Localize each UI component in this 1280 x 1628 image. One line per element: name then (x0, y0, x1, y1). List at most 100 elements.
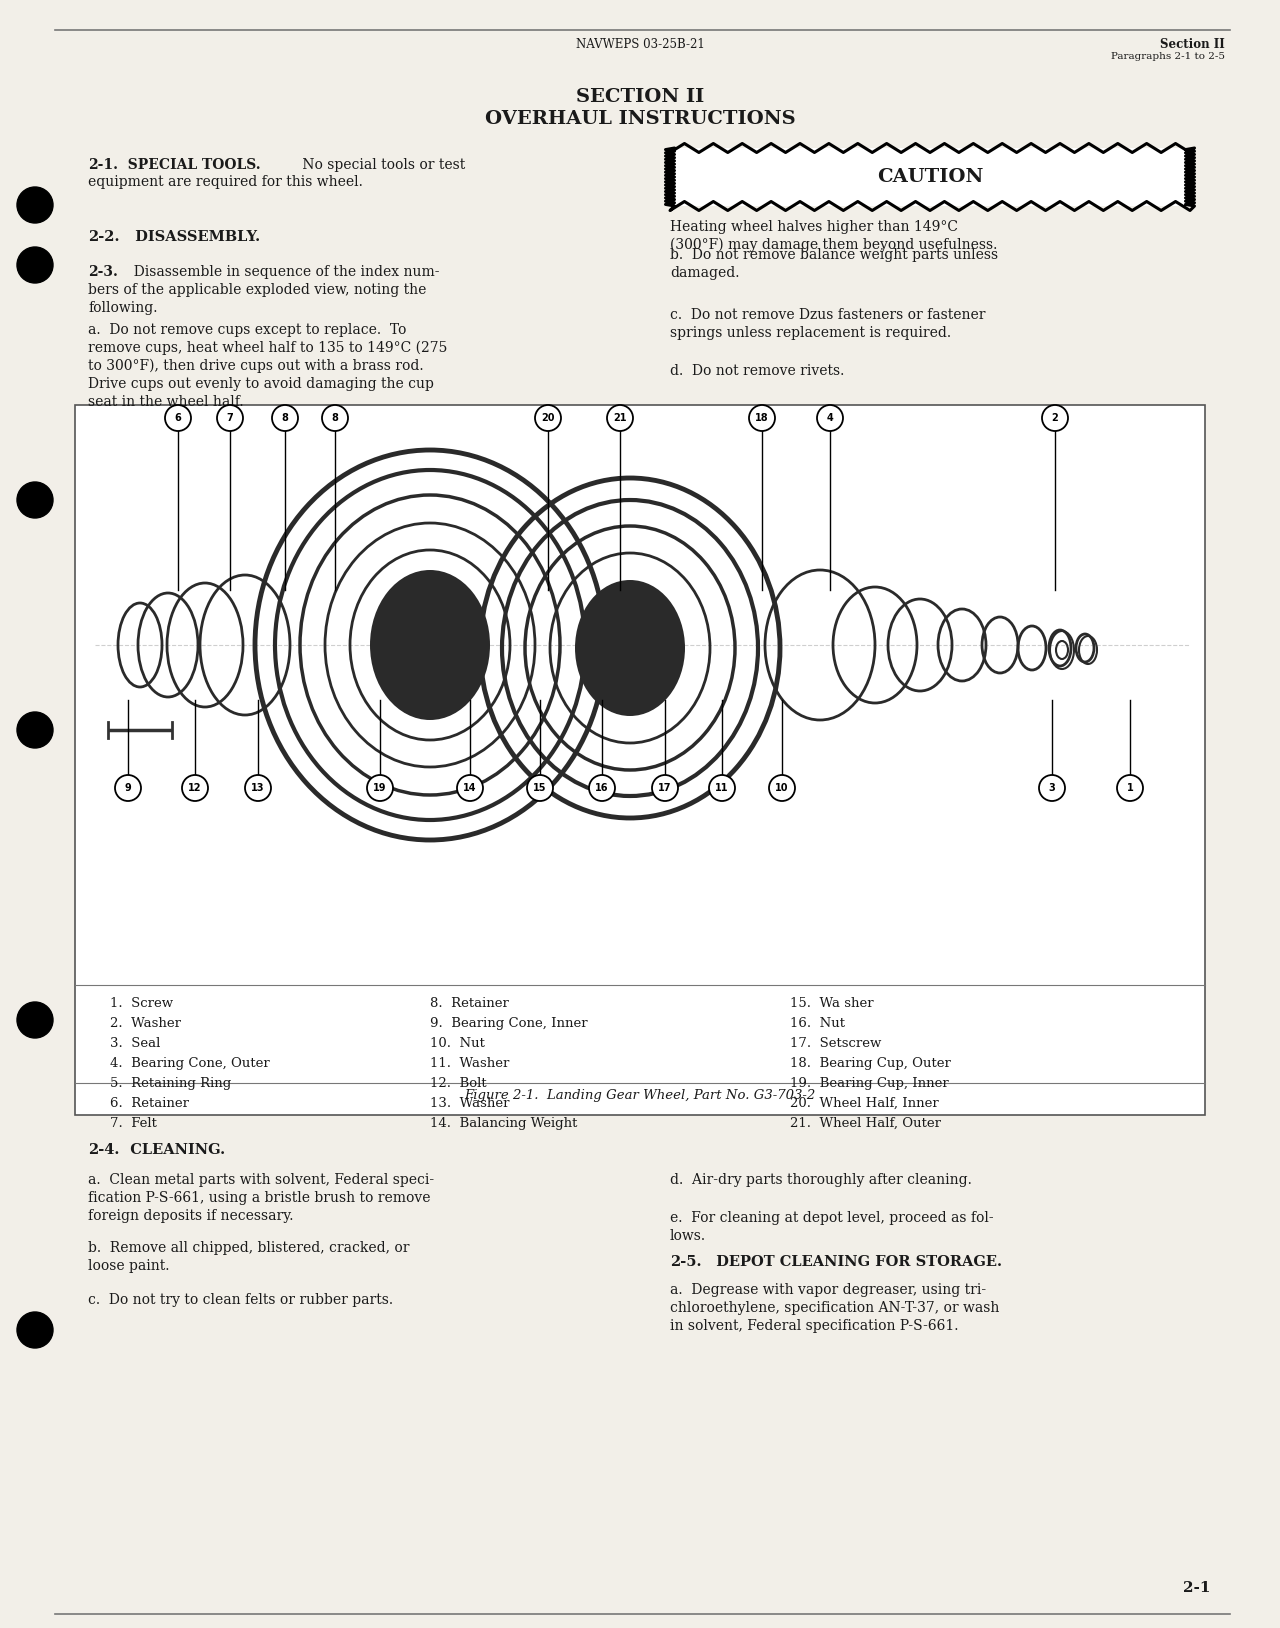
Text: bers of the applicable exploded view, noting the: bers of the applicable exploded view, no… (88, 283, 426, 296)
Text: 19: 19 (374, 783, 387, 793)
Text: damaged.: damaged. (669, 265, 740, 280)
Circle shape (607, 405, 634, 431)
Text: to 300°F), then drive cups out with a brass rod.: to 300°F), then drive cups out with a br… (88, 360, 424, 373)
Text: Drive cups out evenly to avoid damaging the cup: Drive cups out evenly to avoid damaging … (88, 378, 434, 391)
Circle shape (182, 775, 207, 801)
Text: 1: 1 (1126, 783, 1133, 793)
Text: 8.  Retainer: 8. Retainer (430, 996, 509, 1009)
Text: 21: 21 (613, 414, 627, 423)
Text: Heating wheel halves higher than 149°C: Heating wheel halves higher than 149°C (669, 220, 957, 234)
Text: Figure 2-1.  Landing Gear Wheel, Part No. G3-703-2: Figure 2-1. Landing Gear Wheel, Part No.… (465, 1089, 815, 1102)
Text: 2-1: 2-1 (1183, 1581, 1210, 1595)
Text: fication P-S-661, using a bristle brush to remove: fication P-S-661, using a bristle brush … (88, 1192, 430, 1205)
Bar (76, 405, 1204, 1115)
Text: 12.  Bolt: 12. Bolt (430, 1078, 486, 1091)
Circle shape (709, 775, 735, 801)
Text: 2-3.: 2-3. (88, 265, 118, 278)
Circle shape (17, 1001, 52, 1039)
Text: remove cups, heat wheel half to 135 to 149°C (275: remove cups, heat wheel half to 135 to 1… (88, 340, 448, 355)
Text: 9: 9 (124, 783, 132, 793)
Text: 6: 6 (174, 414, 182, 423)
Circle shape (244, 775, 271, 801)
Text: 17: 17 (658, 783, 672, 793)
Text: 3.  Seal: 3. Seal (110, 1037, 160, 1050)
Circle shape (17, 482, 52, 518)
Text: loose paint.: loose paint. (88, 1258, 169, 1273)
Text: 9.  Bearing Cone, Inner: 9. Bearing Cone, Inner (430, 1018, 588, 1031)
Text: 21.  Wheel Half, Outer: 21. Wheel Half, Outer (790, 1117, 941, 1130)
Ellipse shape (370, 570, 490, 720)
Text: c.  Do not try to clean felts or rubber parts.: c. Do not try to clean felts or rubber p… (88, 1293, 393, 1307)
Text: CLEANING.: CLEANING. (120, 1143, 225, 1158)
Text: 13: 13 (251, 783, 265, 793)
Circle shape (817, 405, 844, 431)
Text: d.  Air-dry parts thoroughly after cleaning.: d. Air-dry parts thoroughly after cleani… (669, 1174, 972, 1187)
Text: 10: 10 (776, 783, 788, 793)
Circle shape (535, 405, 561, 431)
Circle shape (652, 775, 678, 801)
Text: 18: 18 (755, 414, 769, 423)
Text: 20: 20 (541, 414, 554, 423)
Text: OVERHAUL INSTRUCTIONS: OVERHAUL INSTRUCTIONS (485, 111, 795, 129)
Text: equipment are required for this wheel.: equipment are required for this wheel. (88, 174, 362, 189)
Circle shape (218, 405, 243, 431)
Text: e.  For cleaning at depot level, proceed as fol-: e. For cleaning at depot level, proceed … (669, 1211, 993, 1224)
Text: Paragraphs 2-1 to 2-5: Paragraphs 2-1 to 2-5 (1111, 52, 1225, 60)
Text: 13.  Washer: 13. Washer (430, 1097, 509, 1110)
Text: 14: 14 (463, 783, 476, 793)
Text: chloroethylene, specification AN-T-37, or wash: chloroethylene, specification AN-T-37, o… (669, 1301, 1000, 1315)
Text: a.  Clean metal parts with solvent, Federal speci-: a. Clean metal parts with solvent, Feder… (88, 1174, 434, 1187)
Circle shape (17, 187, 52, 223)
Text: No special tools or test: No special tools or test (298, 158, 465, 173)
Circle shape (749, 405, 774, 431)
Text: a.  Degrease with vapor degreaser, using tri-: a. Degrease with vapor degreaser, using … (669, 1283, 986, 1298)
Text: SECTION II: SECTION II (576, 88, 704, 106)
Text: 11: 11 (716, 783, 728, 793)
Text: 5.  Retaining Ring: 5. Retaining Ring (110, 1078, 232, 1091)
Text: 2: 2 (1052, 414, 1059, 423)
Text: a.  Do not remove cups except to replace.  To: a. Do not remove cups except to replace.… (88, 322, 406, 337)
Text: b.  Remove all chipped, blistered, cracked, or: b. Remove all chipped, blistered, cracke… (88, 1241, 410, 1255)
Circle shape (17, 1312, 52, 1348)
Circle shape (1117, 775, 1143, 801)
Text: 16.  Nut: 16. Nut (790, 1018, 845, 1031)
Text: 2.  Washer: 2. Washer (110, 1018, 180, 1031)
Circle shape (367, 775, 393, 801)
Ellipse shape (575, 580, 685, 716)
Text: 12: 12 (188, 783, 202, 793)
Circle shape (769, 775, 795, 801)
Text: 11.  Washer: 11. Washer (430, 1057, 509, 1070)
Circle shape (457, 775, 483, 801)
Text: 7.  Felt: 7. Felt (110, 1117, 157, 1130)
Text: 3: 3 (1048, 783, 1056, 793)
Text: lows.: lows. (669, 1229, 707, 1244)
Circle shape (527, 775, 553, 801)
Text: 2-1.: 2-1. (88, 158, 118, 173)
Circle shape (115, 775, 141, 801)
Text: following.: following. (88, 301, 157, 314)
Text: 14.  Balancing Weight: 14. Balancing Weight (430, 1117, 577, 1130)
Text: 20.  Wheel Half, Inner: 20. Wheel Half, Inner (790, 1097, 938, 1110)
Text: 1.  Screw: 1. Screw (110, 996, 173, 1009)
Text: 18.  Bearing Cup, Outer: 18. Bearing Cup, Outer (790, 1057, 951, 1070)
Circle shape (17, 247, 52, 283)
Text: 2-4.: 2-4. (88, 1143, 119, 1158)
Text: 19.  Bearing Cup, Inner: 19. Bearing Cup, Inner (790, 1078, 948, 1091)
Text: (300°F) may damage them beyond usefulness.: (300°F) may damage them beyond usefulnes… (669, 238, 997, 252)
Text: 4: 4 (827, 414, 833, 423)
Text: Disassemble in sequence of the index num-: Disassemble in sequence of the index num… (125, 265, 439, 278)
Circle shape (1039, 775, 1065, 801)
Text: 7: 7 (227, 414, 233, 423)
Text: foreign deposits if necessary.: foreign deposits if necessary. (88, 1210, 293, 1223)
Text: 15: 15 (534, 783, 547, 793)
Bar (669, 148, 1190, 207)
Text: 15.  Wa sher: 15. Wa sher (790, 996, 874, 1009)
Text: 16: 16 (595, 783, 609, 793)
Text: springs unless replacement is required.: springs unless replacement is required. (669, 326, 951, 340)
Circle shape (1042, 405, 1068, 431)
Circle shape (17, 711, 52, 747)
Text: c.  Do not remove Dzus fasteners or fastener: c. Do not remove Dzus fasteners or faste… (669, 308, 986, 322)
Text: 8: 8 (282, 414, 288, 423)
Text: 4.  Bearing Cone, Outer: 4. Bearing Cone, Outer (110, 1057, 270, 1070)
Circle shape (273, 405, 298, 431)
